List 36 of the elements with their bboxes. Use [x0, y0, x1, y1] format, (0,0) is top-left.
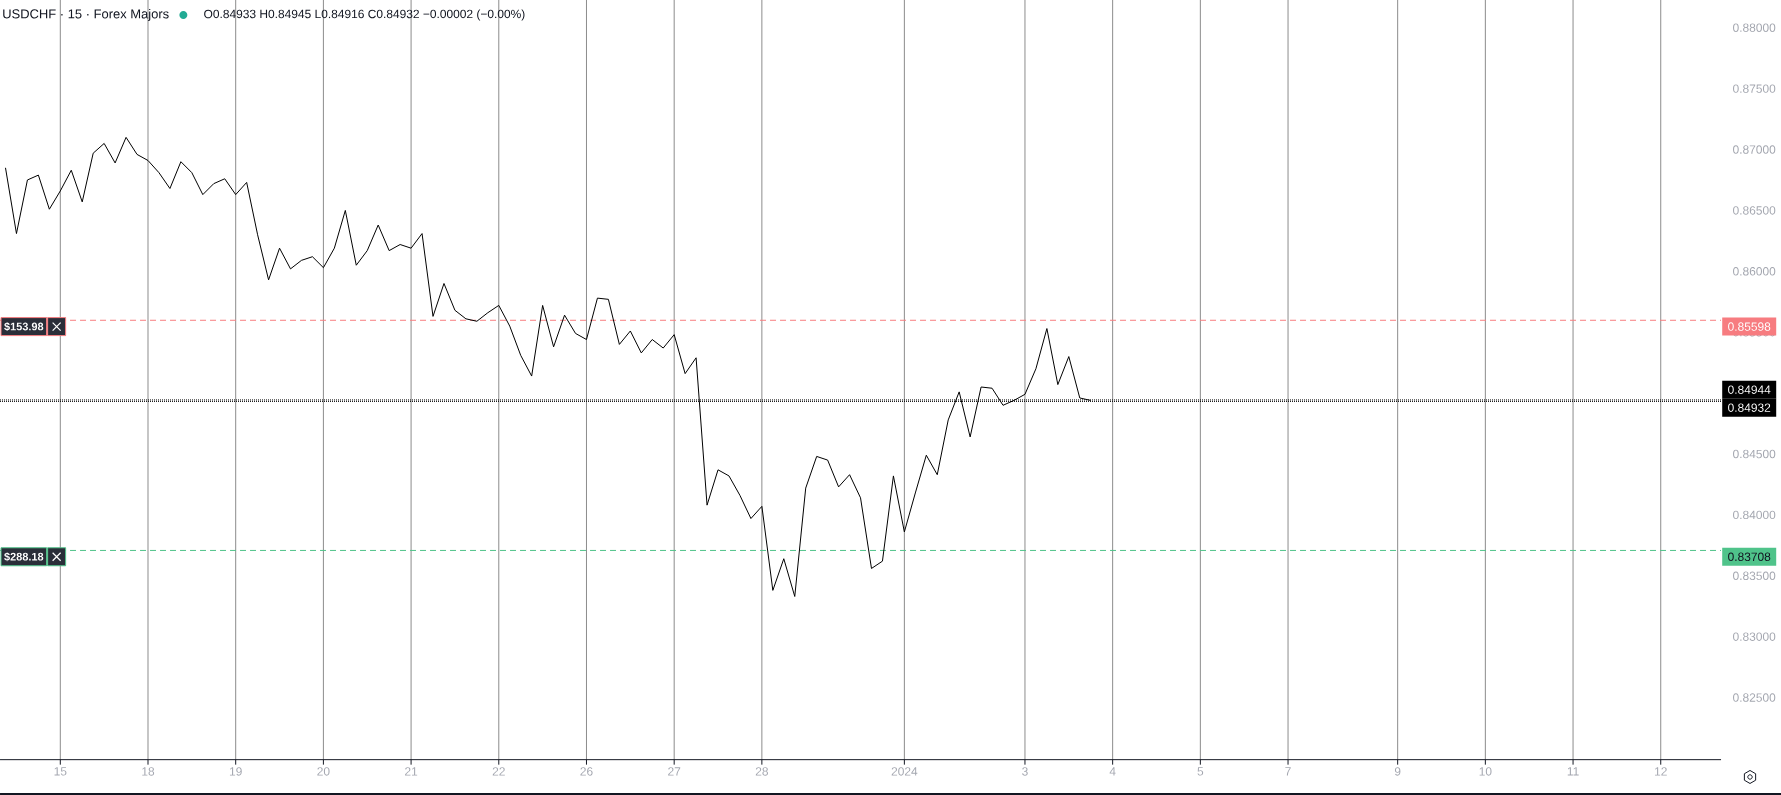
annotation: $153.98 [4, 322, 44, 332]
ref-line-label: 0.84944 [1728, 385, 1771, 394]
x-tick-label: 20 [317, 767, 330, 776]
y-tick-label: 0.84000 [1733, 510, 1776, 520]
ref-line-label: 0.84932 [1728, 403, 1771, 412]
ref-line-label: 0.83708 [1728, 552, 1771, 561]
x-tick-label: 18 [142, 767, 155, 776]
y-tick-label: 0.83500 [1733, 571, 1776, 580]
x-tick-label: 19 [229, 767, 242, 776]
x-tick-label: 28 [755, 767, 768, 776]
y-tick-label: 0.82500 [1733, 693, 1776, 702]
x-tick-label: 27 [668, 767, 681, 776]
x-tick-label: 7 [1285, 767, 1291, 776]
x-tick-label: 5 [1197, 767, 1204, 776]
x-tick-label: 22 [492, 767, 505, 776]
x-tick-label: 10 [1479, 767, 1492, 776]
ref-line-label: 0.85598 [1728, 322, 1771, 331]
x-tick-label: 2024 [891, 767, 918, 776]
x-tick-label: 3 [1022, 767, 1028, 776]
x-tick-label: 21 [405, 767, 418, 776]
x-tick-label: 26 [580, 767, 593, 776]
y-tick-label: 0.87000 [1733, 145, 1776, 154]
y-tick-label: 0.87500 [1733, 84, 1776, 93]
x-tick-label: 9 [1394, 767, 1401, 776]
x-tick-label: 4 [1109, 767, 1116, 776]
text: USDCHF · 15 · Forex Majors [3, 8, 169, 22]
x-tick-label: 15 [54, 767, 67, 776]
annotation: $288.18 [4, 552, 44, 562]
y-tick-label: 0.83000 [1733, 632, 1776, 641]
y-tick-label: 0.86500 [1733, 206, 1776, 215]
y-tick-label: 0.88000 [1733, 23, 1776, 32]
y-tick-label: 0.84500 [1733, 449, 1776, 459]
text: O0.84933 H0.84945 L0.84916 C0.84932 −0.00002 (−0.00%) [204, 9, 525, 21]
x-tick-label: 11 [1567, 767, 1579, 776]
y-tick-label: 0.86000 [1733, 267, 1776, 276]
x-tick-label: 12 [1655, 767, 1667, 776]
